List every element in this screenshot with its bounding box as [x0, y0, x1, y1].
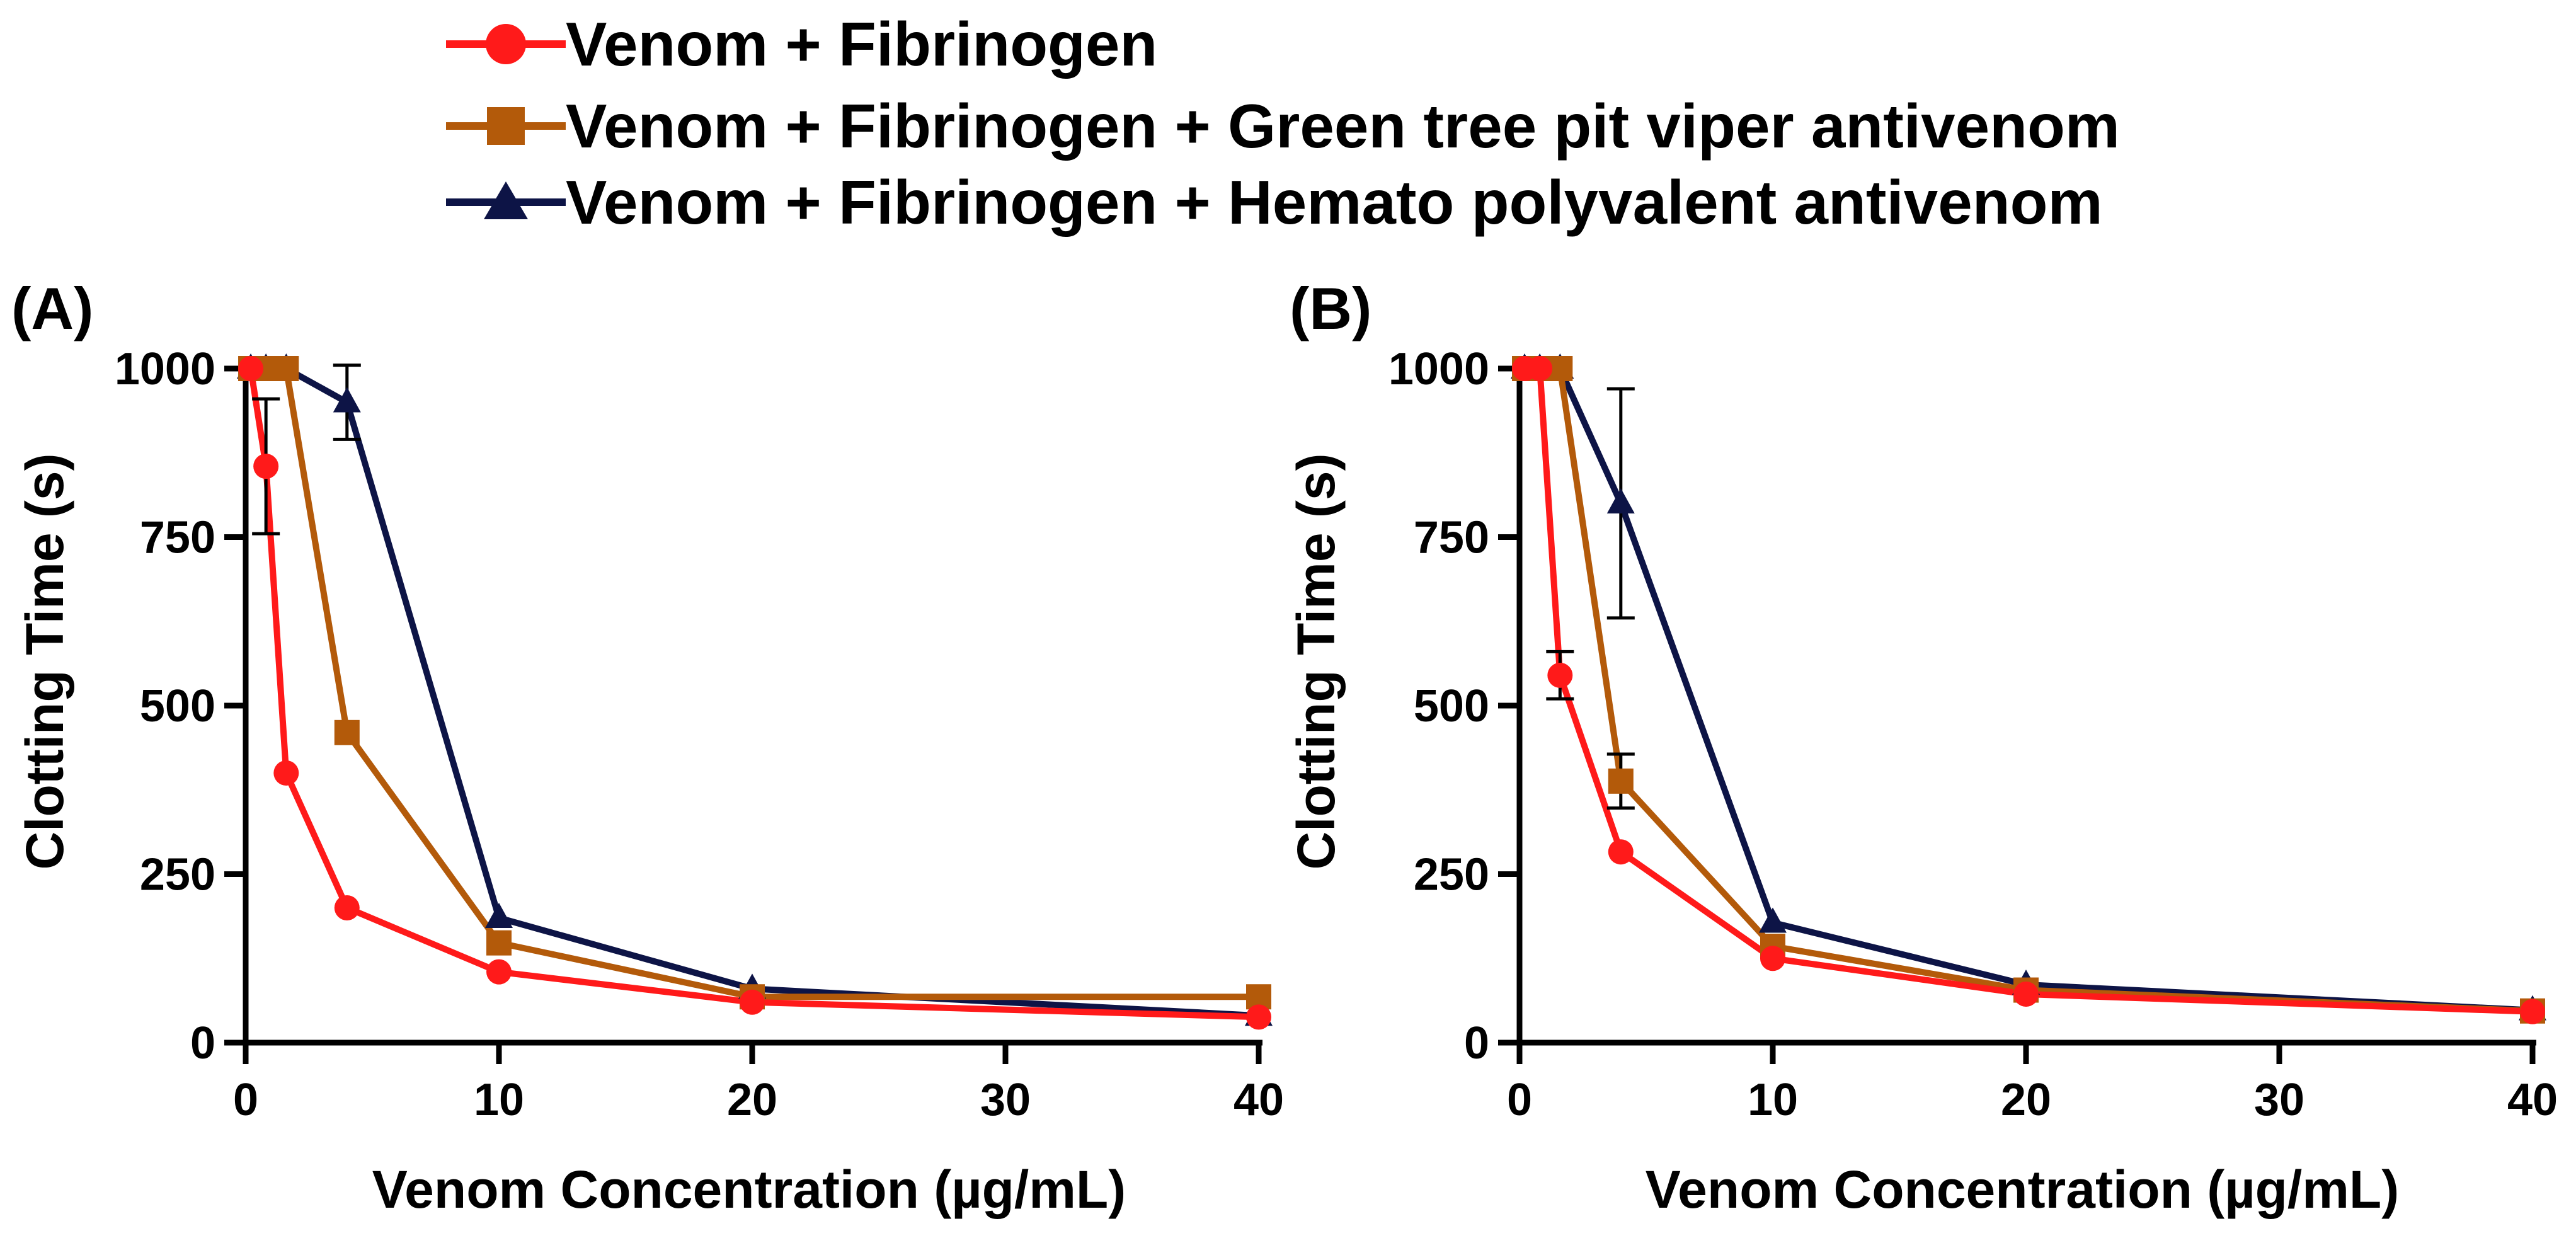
y-tick-label: 750	[1414, 513, 1489, 563]
data-point-square	[1608, 768, 1634, 794]
data-point-circle	[2013, 981, 2039, 1007]
data-point-circle	[740, 989, 765, 1015]
series-line	[1525, 365, 2533, 1015]
data-point-circle	[238, 356, 264, 381]
y-tick-label: 1000	[115, 344, 215, 394]
y-tick-label: 250	[140, 850, 215, 900]
data-point-circle	[2520, 999, 2545, 1024]
legend-label: Venom + Fibrinogen	[566, 9, 1157, 79]
data-point-circle	[486, 959, 512, 985]
legend-marker-square	[487, 107, 525, 145]
data-point-triangle	[1759, 907, 1787, 933]
data-point-circle	[1527, 356, 1553, 381]
x-tick-label: 0	[233, 1075, 258, 1125]
panel-label-a: (A)	[11, 275, 94, 341]
y-tick-label: 750	[140, 513, 215, 563]
panel-label-b: (B)	[1290, 275, 1372, 341]
panel-b: (B) Clotting Time (s) Venom Concentratio…	[1286, 275, 2558, 1219]
data-point-circle	[334, 895, 360, 920]
y-tick-label: 0	[190, 1018, 215, 1068]
legend: Venom + Fibrinogen Venom + Fibrinogen + …	[446, 9, 2120, 237]
data-point-triangle	[485, 903, 513, 929]
x-tick-label: 30	[980, 1075, 1031, 1125]
data-point-triangle	[1606, 488, 1635, 513]
series-line	[251, 365, 1259, 1000]
data-point-square	[486, 930, 512, 956]
y-axis-title: Clotting Time (s)	[1286, 453, 1346, 869]
data-point-triangle	[333, 387, 361, 413]
data-point-circle	[1246, 1004, 1271, 1030]
y-tick-label: 500	[140, 681, 215, 731]
x-axis-title: Venom Concentration (µg/mL)	[1646, 1160, 2399, 1219]
x-tick-label: 20	[2001, 1075, 2051, 1125]
y-tick-label: 1000	[1388, 344, 1489, 394]
legend-marker-circle	[486, 24, 526, 64]
data-point-circle	[1760, 946, 1785, 971]
x-tick-label: 30	[2254, 1075, 2304, 1125]
data-point-circle	[1547, 662, 1573, 688]
data-point-circle	[253, 454, 279, 479]
data-point-circle	[273, 760, 299, 786]
data-point-square	[334, 719, 360, 745]
y-tick-label: 0	[1464, 1018, 1489, 1068]
y-tick-label: 250	[1414, 850, 1489, 900]
series-line	[1525, 365, 2533, 1014]
x-tick-label: 10	[1748, 1075, 1798, 1125]
legend-item-hemato-polyvalent-antivenom: Venom + Fibrinogen + Hemato polyvalent a…	[446, 168, 2103, 237]
legend-item-green-tree-antivenom: Venom + Fibrinogen + Green tree pit vipe…	[446, 91, 2120, 161]
legend-marker-triangle	[484, 181, 528, 219]
panel-a: (A) Clotting Time (s) Venom Concentratio…	[11, 275, 1284, 1219]
series-line	[248, 368, 1259, 1021]
legend-label: Venom + Fibrinogen + Hemato polyvalent a…	[566, 168, 2103, 237]
legend-label: Venom + Fibrinogen + Green tree pit vipe…	[566, 91, 2120, 161]
x-tick-label: 10	[474, 1075, 524, 1125]
series-line	[251, 365, 1259, 1019]
x-tick-label: 20	[727, 1075, 777, 1125]
x-tick-label: 40	[2507, 1075, 2558, 1125]
legend-item-venom-fibrinogen: Venom + Fibrinogen	[446, 9, 1157, 79]
y-tick-label: 500	[1414, 681, 1489, 731]
x-tick-label: 0	[1507, 1075, 1532, 1125]
series-line	[1525, 365, 2533, 1014]
data-point-square	[273, 356, 299, 381]
y-axis-title: Clotting Time (s)	[15, 453, 74, 869]
data-point-circle	[1608, 839, 1634, 865]
x-tick-label: 40	[1234, 1075, 1284, 1125]
x-axis-title: Venom Concentration (µg/mL)	[372, 1160, 1126, 1219]
